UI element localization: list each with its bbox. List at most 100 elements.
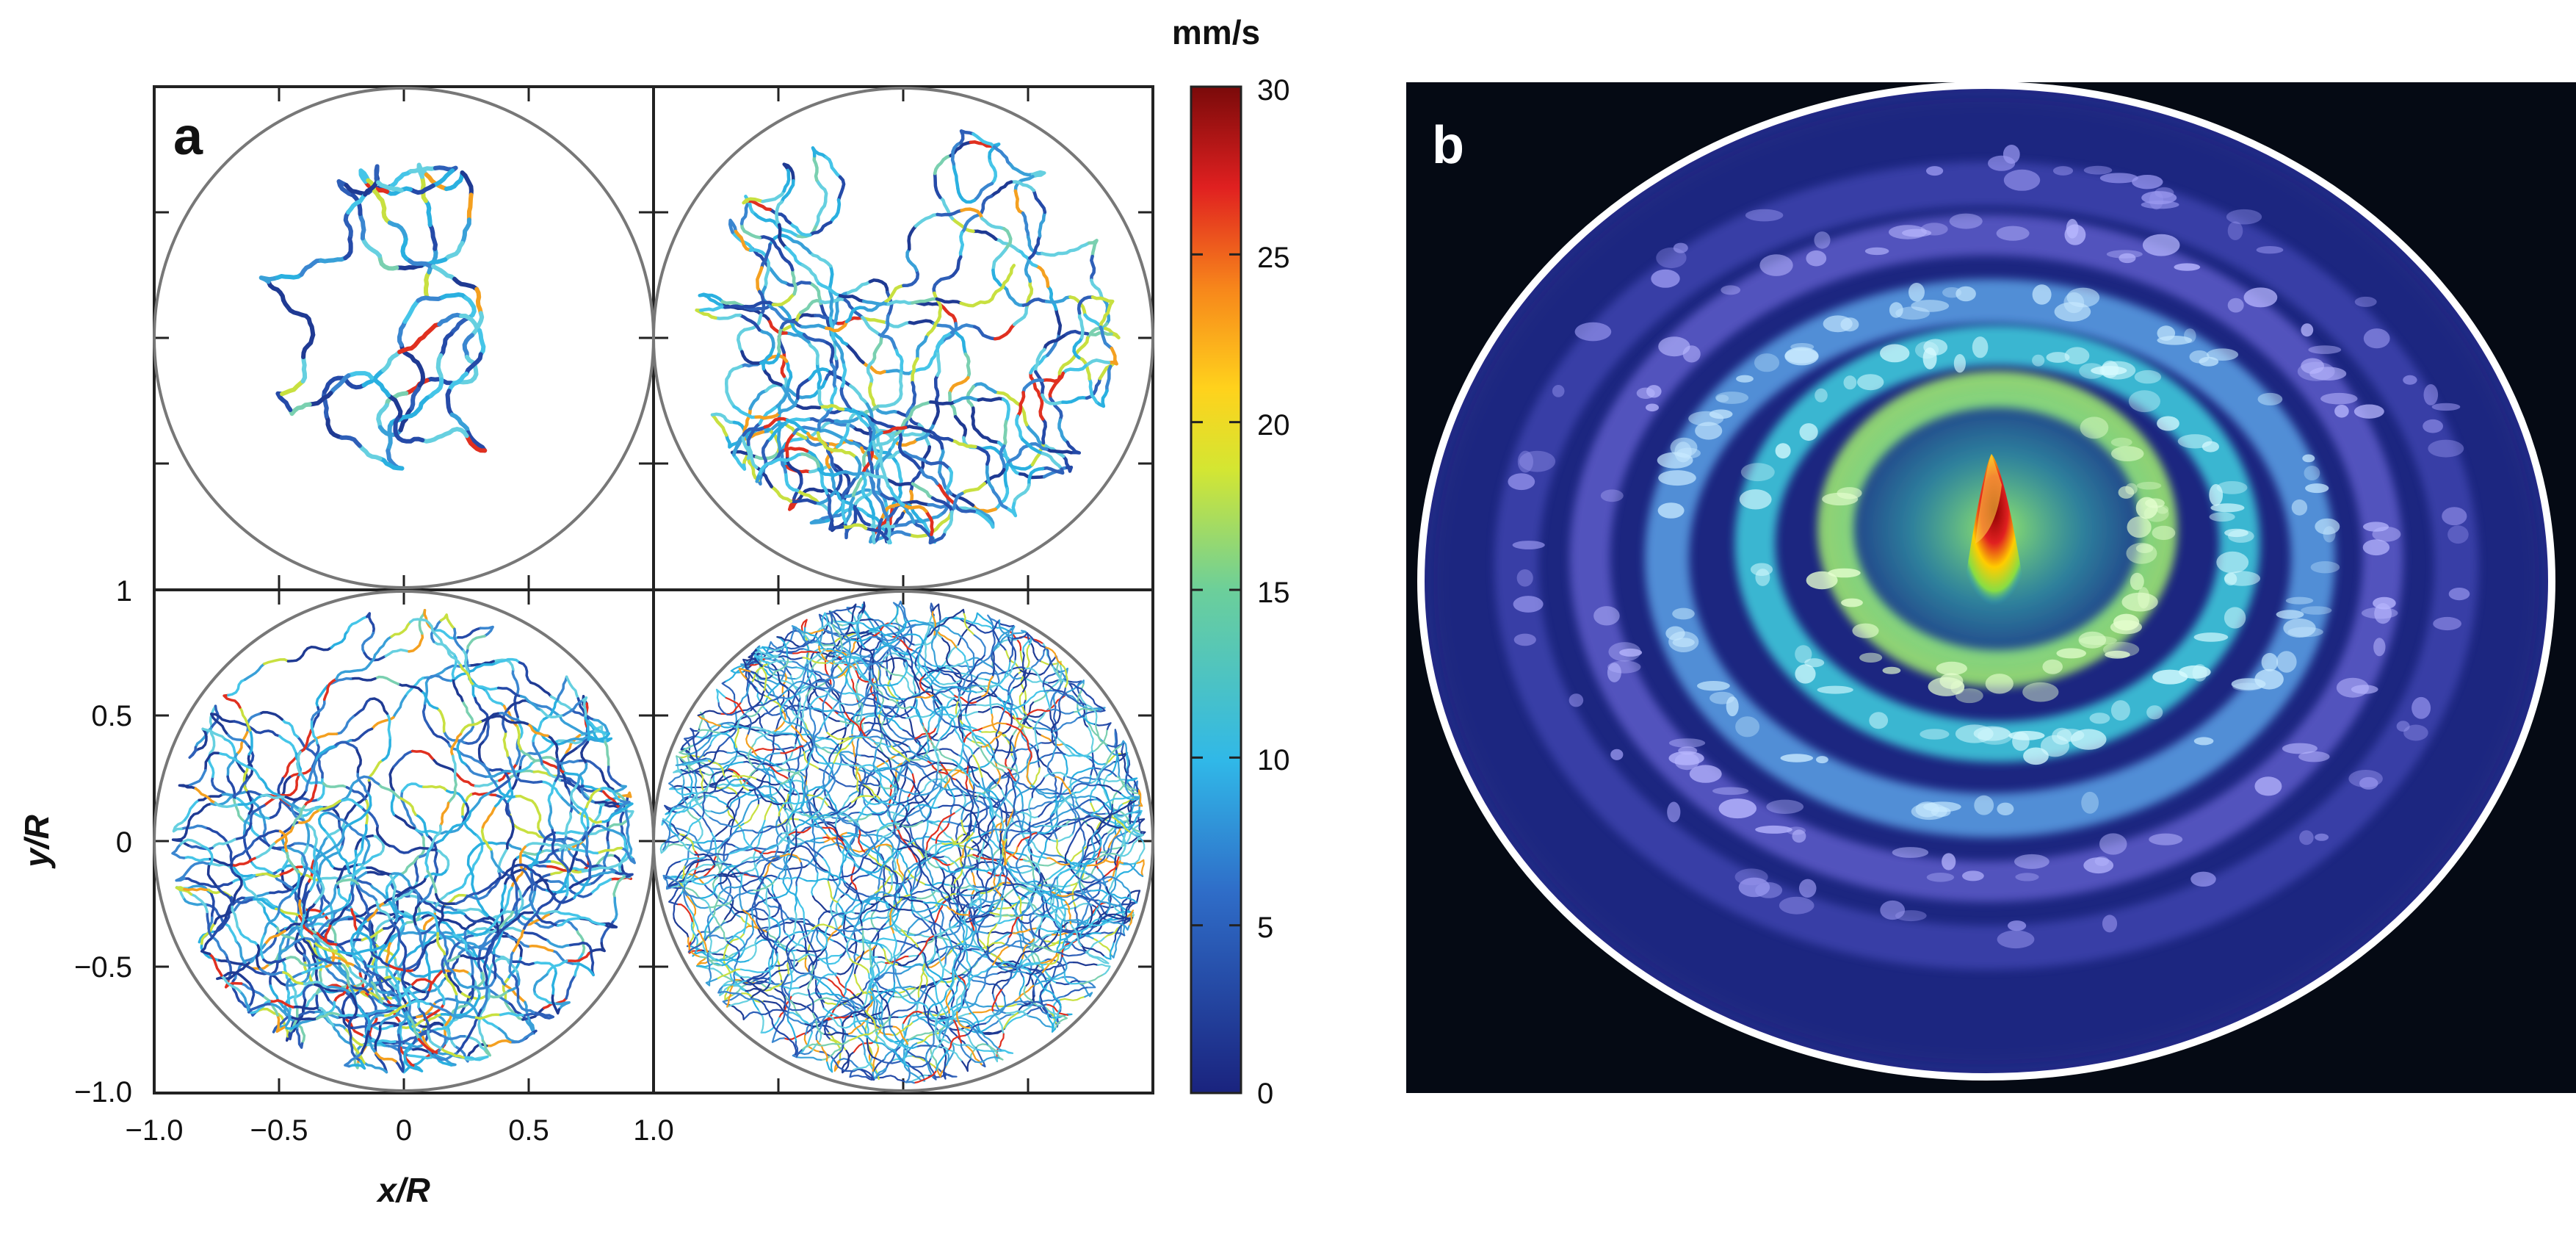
trajectory-segment xyxy=(751,977,776,985)
trajectory-segment xyxy=(911,649,933,666)
trajectory-segment xyxy=(462,333,474,359)
trajectory-segment xyxy=(964,831,988,845)
trajectory-segment xyxy=(976,703,1002,707)
wave-highlight xyxy=(2078,631,2107,649)
trajectory-segment xyxy=(866,1036,878,1060)
trajectory-segment xyxy=(991,889,1005,912)
trajectory-segment xyxy=(374,1025,382,1052)
trajectory-segment xyxy=(800,263,820,285)
trajectory-segment xyxy=(859,717,870,740)
trajectory-segment xyxy=(890,765,899,791)
trajectory-segment xyxy=(312,760,318,787)
trajectory-segment xyxy=(849,951,857,978)
trajectory-segment xyxy=(848,384,869,406)
trajectory-segment xyxy=(1025,854,1035,879)
trajectory-segment xyxy=(839,384,853,411)
trajectory-segment xyxy=(1001,397,1010,424)
trajectory-segment xyxy=(506,754,519,780)
trajectory-segment xyxy=(401,855,422,876)
trajectory-segment xyxy=(1069,793,1080,818)
trajectory-segment xyxy=(929,687,953,699)
trajectory-segment xyxy=(835,810,855,826)
wave-highlight xyxy=(1574,322,1612,342)
trajectory-segment xyxy=(751,826,777,834)
trajectory-segment xyxy=(674,787,698,796)
trajectory-segment xyxy=(408,165,438,174)
trajectory-segment xyxy=(1088,726,1094,752)
trajectory-segment xyxy=(846,280,872,295)
trajectory-segment xyxy=(872,796,897,806)
trajectory-segment xyxy=(667,773,684,790)
trajectory-segment xyxy=(756,855,781,865)
trajectory-segment xyxy=(1029,649,1045,671)
trajectory-segment xyxy=(869,942,873,970)
trajectory-segment xyxy=(1024,690,1046,705)
wave-highlight xyxy=(1712,787,1749,796)
trajectory-segment xyxy=(302,888,312,915)
trajectory-segment xyxy=(883,951,902,971)
trajectory-segment xyxy=(557,917,582,927)
trajectory-segment xyxy=(967,667,973,693)
trajectory-segment xyxy=(838,294,866,303)
trajectory-segment xyxy=(957,623,973,646)
trajectory-segment xyxy=(761,646,775,659)
trajectory-segment xyxy=(703,854,717,878)
trajectory-segment xyxy=(962,921,978,942)
wave-highlight xyxy=(2301,358,2325,374)
trajectory-segment xyxy=(768,207,792,225)
trajectory-segment xyxy=(935,297,963,305)
trajectory-segment xyxy=(994,390,1019,405)
trajectory-segment xyxy=(317,811,330,832)
trajectory-segment xyxy=(693,743,701,769)
trajectory-segment xyxy=(784,470,800,492)
trajectory-segment xyxy=(897,954,919,967)
trajectory-segment xyxy=(796,949,822,953)
wave-highlight xyxy=(1806,571,1838,590)
trajectory-segment xyxy=(797,818,822,829)
trajectory-segment xyxy=(466,754,490,771)
trajectory-segment xyxy=(469,1009,482,1034)
wave-highlight xyxy=(2132,175,2163,190)
trajectory-segment xyxy=(437,823,458,843)
trajectory-segment xyxy=(422,785,449,793)
trajectory-segment xyxy=(532,740,543,765)
trajectory-segment xyxy=(1094,846,1110,868)
trajectory-segment xyxy=(858,829,866,854)
wave-highlight xyxy=(1841,598,1863,607)
trajectory-segment xyxy=(815,361,822,390)
trajectory-segment xyxy=(832,662,856,671)
trajectory-segment xyxy=(881,1075,907,1083)
trajectory-segment xyxy=(356,770,370,795)
wave-ring xyxy=(1645,279,2335,837)
trajectory-segment xyxy=(460,170,474,198)
trajectory-segment xyxy=(239,990,250,1012)
trajectory-segment xyxy=(807,964,814,989)
trajectory-segment xyxy=(927,936,952,944)
trajectory-segment xyxy=(466,951,474,978)
trajectory-segment xyxy=(792,1001,816,1014)
trajectory-segment xyxy=(992,865,1005,889)
trajectory-segment xyxy=(980,883,1005,894)
trajectory-segment xyxy=(859,754,885,762)
trajectory-segment xyxy=(1044,295,1072,304)
wave-highlight xyxy=(2066,219,2079,239)
trajectory-segment xyxy=(953,945,970,967)
trajectory-segment xyxy=(898,431,926,437)
wave-highlight xyxy=(1880,344,1910,363)
trajectory-segment xyxy=(839,619,853,643)
trajectory-segment xyxy=(1002,840,1006,868)
trajectory-segment xyxy=(249,804,266,826)
trajectory-segment xyxy=(753,730,776,745)
trajectory-segment xyxy=(247,753,254,779)
trajectory-segment xyxy=(512,927,526,953)
trajectory-segment xyxy=(1065,692,1088,706)
trajectory-segment xyxy=(998,964,1024,969)
trajectory-subplot-3 xyxy=(171,608,636,1074)
trajectory-segment xyxy=(414,813,429,837)
trajectory-segment xyxy=(1078,974,1103,985)
trajectory-segment xyxy=(433,640,456,656)
trajectory-segment xyxy=(669,815,679,838)
trajectory-segment xyxy=(451,1014,478,1020)
trajectory-segment xyxy=(986,923,998,948)
trajectory-segment xyxy=(828,370,853,388)
